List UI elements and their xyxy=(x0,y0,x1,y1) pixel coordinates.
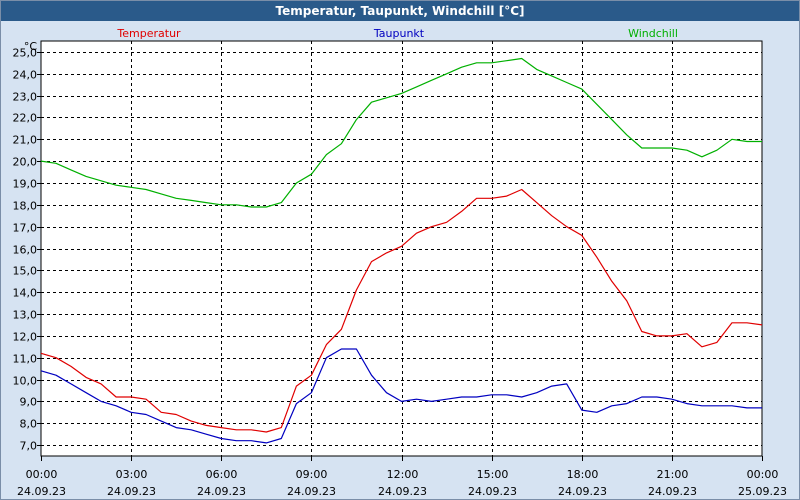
x-tick-date-label: 24.09.23 xyxy=(648,485,697,498)
x-tick-time-label: 21:00 xyxy=(657,468,689,481)
y-tick-label: 16,0 xyxy=(13,244,38,257)
y-tick-label: 12,0 xyxy=(13,331,38,344)
x-tick-date-label: 25.09.23 xyxy=(738,485,787,498)
y-tick-label: 21,0 xyxy=(13,134,38,147)
y-tick-label: 13,0 xyxy=(13,309,38,322)
plot-area xyxy=(40,40,763,457)
legend-taupunkt: Taupunkt xyxy=(373,27,425,40)
x-tick-time-label: 09:00 xyxy=(296,468,328,481)
y-tick-label: 11,0 xyxy=(13,353,38,366)
chart-title: Temperatur, Taupunkt, Windchill [°C] xyxy=(1,1,799,21)
x-tick-time-label: 06:00 xyxy=(206,468,238,481)
x-tick-date-label: 24.09.23 xyxy=(287,485,336,498)
x-tick-time-label: 00:00 xyxy=(26,468,58,481)
x-tick-date-label: 24.09.23 xyxy=(197,485,246,498)
x-tick-time-label: 00:00 xyxy=(747,468,779,481)
y-tick-label: 14,0 xyxy=(13,287,38,300)
x-tick-date-label: 24.09.23 xyxy=(17,485,66,498)
y-tick-label: 17,0 xyxy=(13,222,38,235)
y-tick-label: 24,0 xyxy=(13,69,38,82)
legend-windchill: Windchill xyxy=(628,27,678,40)
y-tick-label: 20,0 xyxy=(13,156,38,169)
y-tick-label: 15,0 xyxy=(13,265,38,278)
y-tick-label: 9,0 xyxy=(20,396,38,409)
series-line-windchill xyxy=(40,57,762,208)
legend-temperatur: Temperatur xyxy=(116,27,181,40)
y-tick-label: 19,0 xyxy=(13,178,38,191)
series-line-taupunkt xyxy=(40,348,762,444)
x-tick-time-label: 15:00 xyxy=(477,468,509,481)
x-tick-date-label: 24.09.23 xyxy=(378,485,427,498)
x-tick-date-label: 24.09.23 xyxy=(558,485,607,498)
y-tick-label: 8,0 xyxy=(20,418,38,431)
x-tick-date-label: 24.09.23 xyxy=(468,485,517,498)
y-tick-label: 23,0 xyxy=(13,91,38,104)
series-line-temperatur xyxy=(40,188,763,433)
x-tick-time-label: 18:00 xyxy=(567,468,599,481)
y-tick-label: 7,0 xyxy=(20,440,38,453)
x-tick-time-label: 03:00 xyxy=(116,468,148,481)
y-tick-label: 25,0 xyxy=(13,47,38,60)
y-tick-label: 10,0 xyxy=(13,375,38,388)
y-axis-unit-label: °C xyxy=(24,40,38,53)
x-tick-date-label: 24.09.23 xyxy=(107,485,156,498)
x-tick-time-label: 12:00 xyxy=(387,468,419,481)
y-tick-label: 22,0 xyxy=(13,112,38,125)
y-tick-label: 18,0 xyxy=(13,200,38,213)
